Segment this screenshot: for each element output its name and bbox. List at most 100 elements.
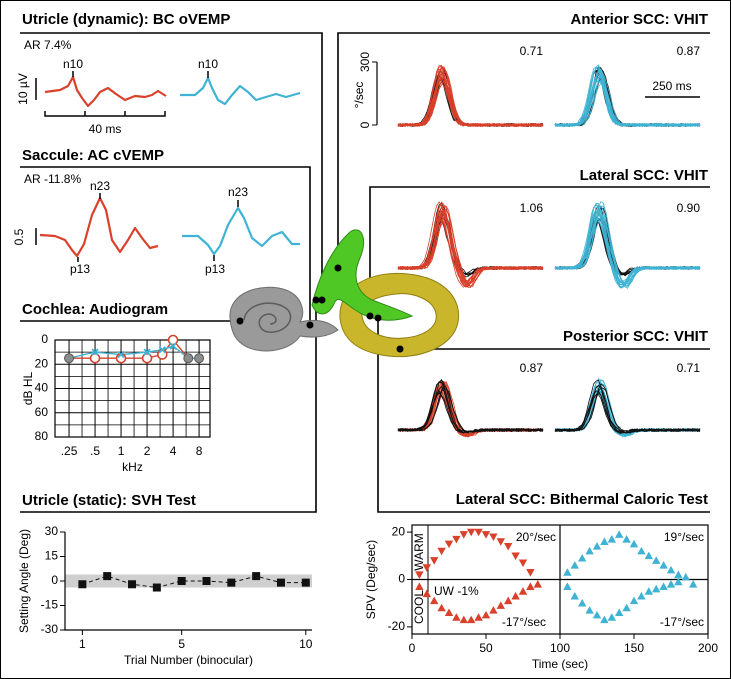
y-tick-label: 80 [35,429,49,443]
marker [227,578,236,587]
marker [474,613,483,621]
vhit-trace [397,385,544,433]
panel-title: Utricle (static): SVH Test [22,492,196,509]
peak-tick [77,193,239,262]
marker [496,538,505,546]
marker [578,553,587,562]
marker [659,561,668,569]
y-tick-label: 0 [41,332,48,346]
vhit-trace [554,379,701,436]
marker [143,348,151,356]
marker [666,580,676,588]
waveform [182,206,300,256]
waveform [44,75,167,108]
gain-label: 0.87 [677,44,701,58]
marker [430,557,439,565]
panel-title: Cochlea: Audiogram [22,301,168,318]
marker [459,531,468,539]
y-tick-label: 300 [358,52,372,72]
panel-title: Posterior SCC: VHIT [563,328,708,345]
vhit-trace [554,204,701,289]
marker [511,591,520,600]
y-tick-label: -30 [41,622,59,636]
dot [396,345,404,353]
dot [374,314,382,322]
marker [674,577,683,586]
connector [20,32,323,300]
marker [103,572,112,581]
marker [78,580,87,589]
marker [637,591,646,600]
marker [600,537,609,545]
semicircular-canal [311,229,414,321]
gain-label: 0.71 [677,361,701,375]
marker [489,606,498,614]
vhit-trace [554,379,701,434]
marker [141,352,153,364]
marker [600,615,609,624]
time-bar [44,111,166,117]
vhit-trace [397,76,544,127]
x-axis-label: Time (sec) [532,657,588,671]
vhit-trace [554,384,701,433]
vhit-trace [397,64,544,127]
vhit-trace [554,394,701,434]
marker [91,348,99,356]
marker [481,531,491,539]
vhit-trace [397,68,544,127]
y-tick-label: 60 [35,405,49,419]
vhit-trace [397,76,544,127]
scale-label: 40 ms [89,122,122,136]
marker [437,547,446,556]
marker [489,533,498,542]
marker [629,596,639,605]
marker [622,535,631,543]
y-tick-label: 20 [35,356,49,370]
marker [202,577,211,585]
cochlea-spiral [243,302,292,333]
annotation: WARM [412,533,426,571]
vhit-trace [397,67,544,127]
vhit-trace [397,76,544,127]
vhit-trace [397,78,543,127]
marker [459,615,468,624]
marker [430,596,439,605]
asymmetry-ratio: AR -11.8% [24,172,81,186]
y-tick-label: 0 [358,121,372,128]
vhit-trace [397,66,544,127]
marker [177,577,186,585]
marker [681,572,690,581]
peak-label: p13 [70,262,90,276]
gain-label: 0.90 [677,201,701,215]
dot [334,264,342,272]
marker [504,596,513,605]
panel-title: Utricle (dynamic): BC oVEMP [22,11,230,28]
marker [511,552,520,561]
connector [337,32,710,268]
inner-ear [229,229,460,358]
gain-label: 0.87 [520,361,544,375]
cochlea [229,286,339,352]
vhit-trace [554,392,701,433]
x-tick-label: 50 [479,641,493,655]
scale-label: 250 ms [652,79,691,93]
vhit-trace [554,205,701,287]
marker [689,580,698,588]
x-tick-label: 10 [299,637,313,651]
vhit-trace [397,206,544,276]
vhit-trace [554,203,701,289]
vhit-trace [397,385,544,434]
vhit-trace [554,207,701,288]
vhit-trace [397,210,544,288]
marker [622,603,631,612]
normal-band [65,574,312,588]
marker [496,601,505,609]
marker [652,584,661,593]
panel-title: Lateral SCC: Bithermal Caloric Test [456,491,708,508]
vhit-trace [554,202,701,288]
gain-label: 1.06 [520,201,544,215]
plot-frame [54,339,211,438]
x-tick-label: 0 [409,641,416,655]
panel-title: Lateral SCC: VHIT [580,167,708,184]
